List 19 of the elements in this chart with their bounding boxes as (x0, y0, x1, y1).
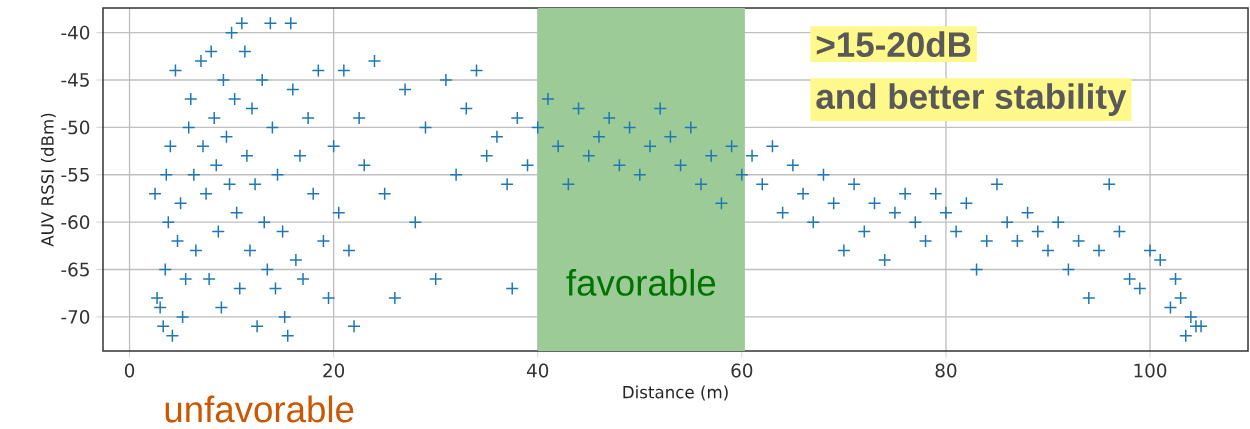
x-tick-label: 100 (1134, 363, 1167, 378)
x-tick-label: 60 (731, 363, 753, 378)
y-tick-label: -70 (61, 309, 90, 324)
y-tick-label: -40 (61, 25, 90, 40)
band-label: favorable (566, 268, 716, 296)
annotation: >15-20dB (816, 31, 971, 58)
x-axis-title: Distance (m) (623, 385, 728, 401)
y-tick-label: -60 (61, 215, 90, 230)
x-tick-label: 20 (323, 363, 345, 378)
y-tick-label: -45 (61, 73, 89, 87)
x-tick-label: 40 (526, 363, 549, 378)
y-tick-label: -50 (61, 120, 90, 135)
x-tick-label: 0 (124, 363, 135, 378)
x-tick-label: 80 (935, 363, 957, 378)
y-tick-label: -55 (61, 167, 89, 182)
text: unfavorable (165, 395, 354, 423)
y-axis-title: AUV RSSI (dBm) (40, 113, 56, 247)
annotation: and better stability (816, 83, 1127, 116)
y-tick-label: -65 (61, 262, 89, 277)
